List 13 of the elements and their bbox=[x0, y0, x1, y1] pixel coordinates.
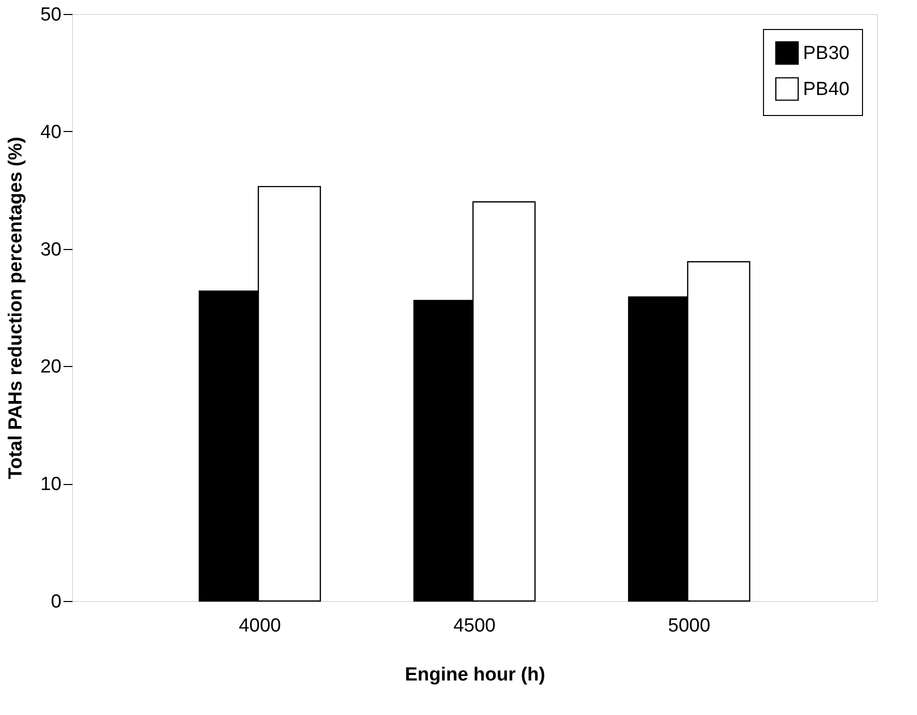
x-tick-label: 5000 bbox=[668, 616, 710, 636]
y-tick-label: 50 bbox=[40, 4, 62, 26]
legend-label: PB40 bbox=[803, 79, 850, 100]
y-tick-label: 20 bbox=[40, 356, 62, 378]
y-tick-label: 10 bbox=[40, 474, 62, 496]
y-tick-label: 0 bbox=[50, 592, 62, 612]
legend-label: PB30 bbox=[803, 43, 850, 64]
x-tick-label: 4500 bbox=[453, 616, 496, 636]
y-tick-label: 40 bbox=[40, 122, 62, 143]
x-tick-label: 4000 bbox=[238, 616, 281, 636]
y-tick-label: 30 bbox=[40, 239, 62, 260]
y-axis-title: Total PAHs reduction percentages (%) bbox=[5, 136, 26, 480]
x-axis-title: Engine hour (h) bbox=[404, 664, 546, 686]
